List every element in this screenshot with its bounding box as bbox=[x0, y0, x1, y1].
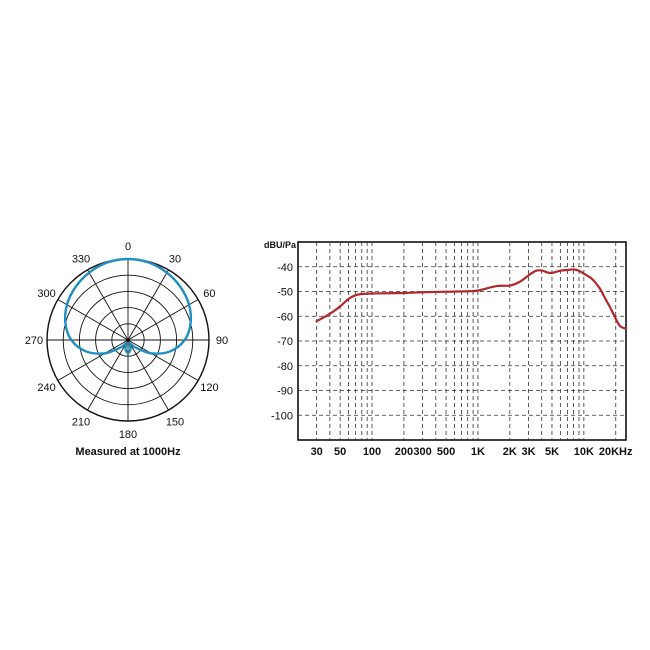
y-axis-unit: dBU/Pa bbox=[264, 240, 297, 250]
x-tick-label: 300 bbox=[413, 446, 431, 458]
x-tick-label: 5K bbox=[545, 446, 559, 458]
frequency-series bbox=[315, 268, 628, 330]
polar-spoke bbox=[127, 339, 199, 381]
polar-angle-label: 120 bbox=[200, 382, 218, 394]
x-tick-label: 50 bbox=[334, 446, 346, 458]
polar-angle-label: 60 bbox=[203, 288, 215, 300]
polar-pattern-chart: 0 30 60 90 120 150 180 210 240 270 300 330 Measured… bbox=[25, 241, 228, 458]
y-tick-label: -40 bbox=[277, 262, 293, 274]
x-tick-label: 100 bbox=[363, 446, 381, 458]
polar-angle-label: 270 bbox=[25, 335, 43, 347]
polar-caption: Measured at 1000Hz bbox=[75, 446, 181, 458]
polar-spoke bbox=[127, 299, 199, 341]
frequency-grid bbox=[298, 242, 626, 440]
polar-angle-label: 30 bbox=[169, 254, 181, 266]
x-tick-label: 2K bbox=[503, 446, 517, 458]
polar-series bbox=[63, 257, 193, 355]
frequency-response-chart: -40 -50 -60 -70 -80 -90 -100 30 50 100 200 300 500 1… bbox=[264, 240, 633, 458]
polar-spoke bbox=[87, 339, 129, 411]
polar-angle-label: 180 bbox=[119, 429, 137, 441]
frequency-response-line bbox=[315, 268, 628, 330]
polar-spoke bbox=[57, 339, 129, 381]
polar-angle-labels: 0 30 60 90 120 150 180 210 240 270 300 330 bbox=[25, 241, 228, 441]
y-tick-label: -80 bbox=[277, 361, 293, 373]
x-tick-label: 3K bbox=[521, 446, 535, 458]
x-tick-label: 500 bbox=[437, 446, 455, 458]
x-tick-label: 10K bbox=[574, 446, 594, 458]
polar-angle-label: 90 bbox=[216, 335, 228, 347]
polar-angle-label: 150 bbox=[166, 416, 184, 428]
x-tick-label: 30 bbox=[311, 446, 323, 458]
y-tick-labels: -40 -50 -60 -70 -80 -90 -100 bbox=[271, 262, 293, 423]
polar-angle-label: 0 bbox=[125, 241, 131, 253]
y-tick-label: -60 bbox=[277, 311, 293, 323]
x-tick-label: 1K bbox=[471, 446, 485, 458]
y-tick-label: -70 bbox=[277, 336, 293, 348]
polar-spoke bbox=[127, 339, 169, 411]
polar-spoke bbox=[57, 299, 129, 341]
polar-angle-label: 330 bbox=[72, 254, 90, 266]
polar-pattern-line bbox=[63, 257, 193, 355]
y-tick-label: -100 bbox=[271, 410, 293, 422]
polar-spoke bbox=[87, 269, 129, 341]
x-tick-label: 20KHz bbox=[599, 446, 633, 458]
x-tick-label: 200 bbox=[395, 446, 413, 458]
polar-angle-label: 210 bbox=[72, 416, 90, 428]
polar-spoke bbox=[127, 269, 169, 341]
y-tick-label: -50 bbox=[277, 287, 293, 299]
y-tick-label: -90 bbox=[277, 386, 293, 398]
polar-angle-label: 240 bbox=[37, 382, 55, 394]
x-tick-labels: 30 50 100 200 300 500 1K 2K 3K 5K 10K 20KHz bbox=[311, 446, 633, 458]
polar-angle-label: 300 bbox=[37, 288, 55, 300]
